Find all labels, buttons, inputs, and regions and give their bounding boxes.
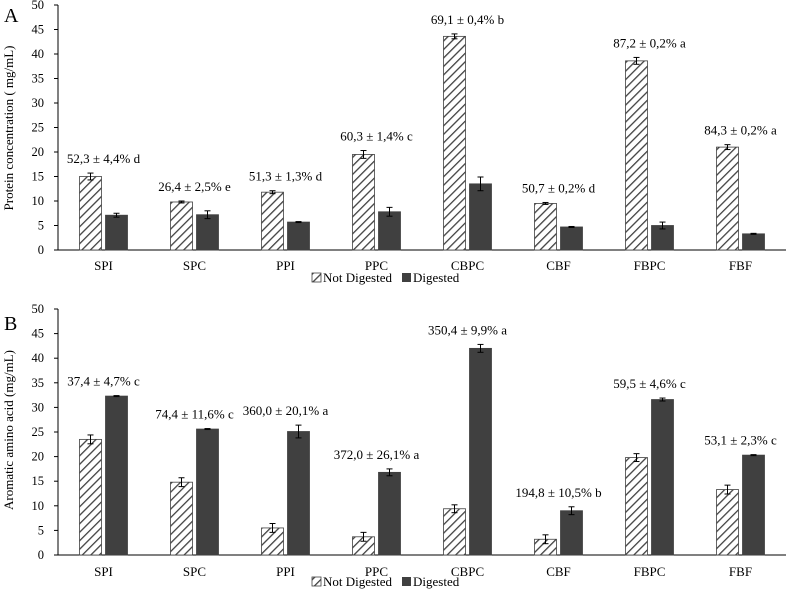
panel-b-x-tick-label: SPI (94, 564, 113, 579)
panel-b-y-tick-label: 30 (32, 400, 45, 414)
panel-a-bar-not-digested (79, 176, 102, 251)
panel-b-percent-annotation: 194,8 ± 10,5% b (515, 485, 601, 500)
panel-a-legend-label-not-digested: Not Digested (323, 270, 392, 285)
panel-a-bar-not-digested (261, 191, 284, 251)
panel-a-x-tick-label: CBF (546, 258, 571, 273)
panel-a-x-tick-label: CBPC (451, 258, 484, 273)
panel-a-percent-annotation: 26,4 ± 2,5% e (158, 179, 231, 194)
panel-b: B Aromatic amino acid (mg/mL) 0 5 10 15 20 25… (1, 302, 786, 589)
panel-a-y-tick-label: 40 (32, 47, 45, 61)
panel-a-x-tick-label: PPI (276, 258, 295, 273)
panel-a-bar-digested (742, 233, 765, 251)
panel-b-x-tick-label: CBPC (451, 564, 484, 579)
panel-b-x-tick-label: CBF (546, 564, 571, 579)
panel-a-y-tick-label: 30 (32, 96, 45, 110)
panel-b-bar-not-digested (716, 489, 739, 556)
panel-a: A Protein concentration ( mg/mL) 0 5 10 15 2… (1, 0, 786, 285)
panel-a-y-tick-label: 45 (32, 23, 45, 37)
panel-a-percent-annotation: 84,3 ± 0,2% a (704, 123, 777, 138)
panel-a-legend-swatch-not-digested (311, 272, 322, 283)
panel-a-legend-swatch-digested (402, 273, 411, 282)
panel-a-percent-annotation: 87,2 ± 0,2% a (613, 35, 686, 50)
panel-b-bar-not-digested (170, 481, 193, 556)
panel-b-y-tick-label: 10 (32, 499, 45, 513)
panel-b-percent-annotation: 59,5 ± 4,6% c (613, 376, 686, 391)
panel-b-x-tick-label: PPI (276, 564, 295, 579)
panel-b-label: B (4, 313, 17, 335)
panel-b-x-tick-label: FBF (729, 564, 752, 579)
panel-a-y-tick-label: 25 (32, 121, 45, 135)
panel-b-y-tick-label: 5 (38, 523, 44, 537)
panel-a-bar-not-digested (716, 146, 739, 251)
panel-b-bar-digested (651, 399, 674, 556)
panel-a-legend-label-digested: Digested (413, 270, 460, 285)
panel-b-bar-not-digested (443, 508, 466, 556)
panel-a-percent-annotation: 50,7 ± 0,2% d (522, 180, 596, 195)
panel-b-y-tick-label: 15 (32, 474, 45, 488)
panel-a-y-tick-label: 35 (32, 72, 45, 86)
panel-a-percent-annotation: 60,3 ± 1,4% c (340, 129, 413, 144)
panel-a-y-tick-label: 50 (32, 0, 45, 12)
panel-b-y-axis-title: Aromatic amino acid (mg/mL) (1, 350, 16, 510)
panel-a-y-tick-label: 20 (32, 145, 45, 159)
panel-b-y-tick-label: 20 (32, 450, 45, 464)
panel-a-x-tick-label: SPI (94, 258, 113, 273)
panel-b-y-tick-label: 25 (32, 425, 45, 439)
panel-a-bar-digested (560, 226, 583, 251)
panel-b-legend-label-digested: Digested (413, 574, 460, 589)
panel-b-bar-digested (378, 471, 401, 556)
panel-b-bar-digested (196, 428, 219, 556)
panel-b-bar-not-digested (625, 457, 648, 556)
panel-b-legend-swatch-not-digested (311, 576, 322, 587)
panel-a-x-tick-label: PPC (365, 258, 388, 273)
panel-a-y-axis-title: Protein concentration ( mg/mL) (1, 46, 16, 211)
panel-b-y-tick-label: 40 (32, 351, 45, 365)
panel-a-bar-not-digested (625, 60, 648, 251)
panel-a-bar-not-digested (170, 201, 193, 251)
panel-a-bar-digested (378, 211, 401, 251)
panel-b-bar-not-digested (79, 438, 102, 556)
panel-b-x-tick-label: SPC (183, 564, 206, 579)
panel-a-percent-annotation: 69,1 ± 0,4% b (431, 12, 504, 27)
panel-a-bar-digested (196, 214, 219, 251)
panel-b-x-tick-label: FBPC (634, 564, 666, 579)
panel-a-y-tick-label: 10 (32, 194, 45, 208)
panel-b-bar-digested (105, 395, 128, 556)
panel-b-y-tick-label: 50 (32, 302, 45, 316)
panel-b-y-tick-label: 35 (32, 376, 45, 390)
panel-b-bar-digested (469, 347, 492, 556)
panel-a-x-tick-label: FBPC (634, 258, 666, 273)
panel-a-bar-digested (469, 183, 492, 251)
panel-b-percent-annotation: 350,4 ± 9,9% a (428, 322, 507, 337)
panel-b-bar-digested (560, 510, 583, 556)
panel-a-x-tick-label: FBF (729, 258, 752, 273)
panel-a-percent-annotation: 51,3 ± 1,3% d (249, 169, 323, 184)
panel-b-percent-annotation: 37,4 ± 4,7% c (67, 374, 140, 389)
panel-a-label: A (4, 5, 19, 27)
panel-a-y-tick-label: 15 (32, 170, 45, 184)
panel-b-bar-digested (287, 431, 310, 556)
panel-a-bar-digested (287, 221, 310, 251)
panel-b-percent-annotation: 372,0 ± 26,1% a (334, 447, 420, 462)
panel-b-percent-annotation: 53,1 ± 2,3% c (704, 433, 777, 448)
panel-b-bar-digested (742, 454, 765, 556)
panel-a-y-tick-label: 0 (38, 243, 44, 257)
panel-b-y-tick-label: 0 (38, 548, 44, 562)
panel-b-y-tick-label: 45 (32, 327, 45, 341)
panel-a-bar-digested (105, 214, 128, 251)
panel-a-x-tick-label: SPC (183, 258, 206, 273)
panel-b-percent-annotation: 74,4 ± 11,6% c (155, 407, 234, 422)
panel-b-legend-swatch-digested (402, 577, 411, 586)
panel-b-x-tick-label: PPC (365, 564, 388, 579)
panel-b-legend-label-not-digested: Not Digested (323, 574, 392, 589)
panel-a-percent-annotation: 52,3 ± 4,4% d (67, 151, 141, 166)
panel-a-bar-not-digested (443, 35, 466, 251)
panel-a-bar-not-digested (352, 154, 375, 251)
panel-a-y-tick-label: 5 (38, 219, 44, 233)
panel-b-percent-annotation: 360,0 ± 20,1% a (243, 403, 329, 418)
panel-a-bar-not-digested (534, 203, 557, 251)
